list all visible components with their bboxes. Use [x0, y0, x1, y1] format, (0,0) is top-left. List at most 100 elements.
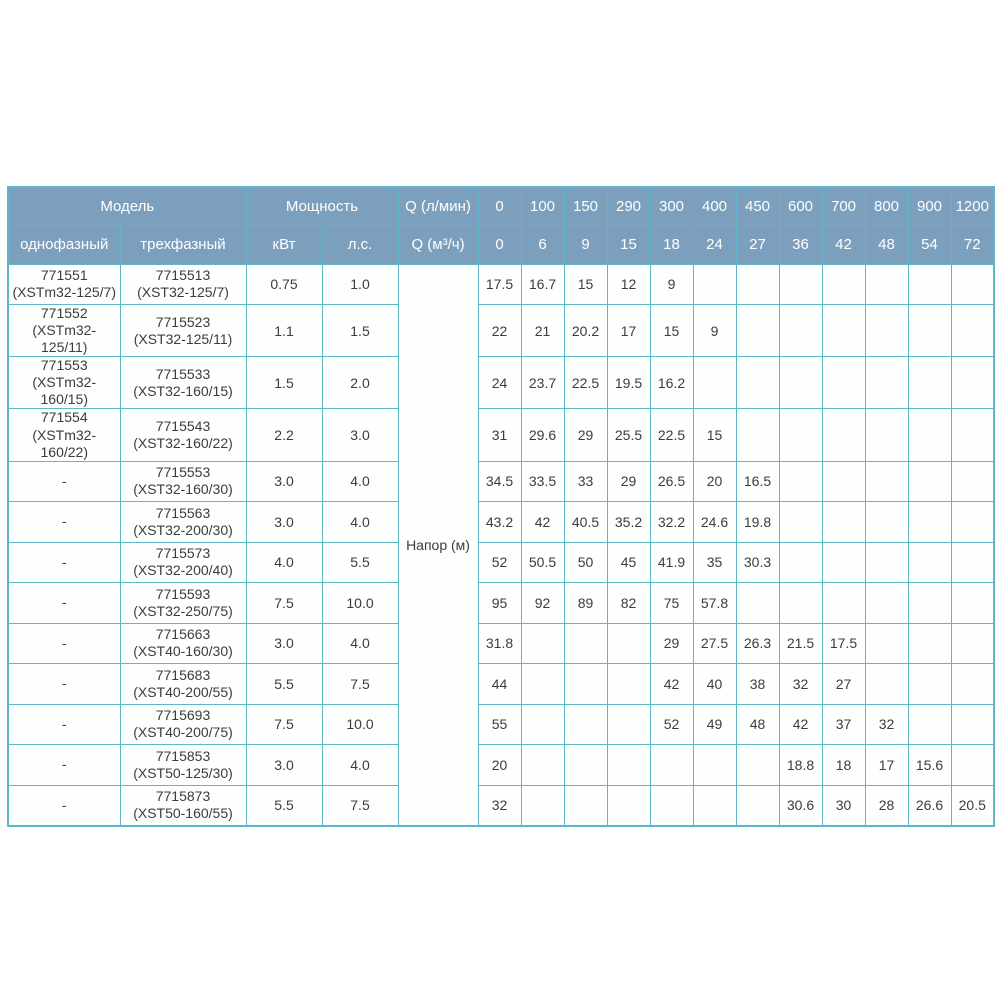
cell-head-value: 20 — [477, 744, 522, 786]
cell-head-value — [950, 541, 995, 584]
cell-head-value: 25.5 — [606, 408, 651, 462]
table-row: -7715563 (XST32-200/30) 3.0 4.0 43.2 42 40.5 3… — [7, 501, 995, 543]
table-row: -7715853 (XST50-125/30) 3.0 4.0 20 18.8 18 17 1… — [7, 744, 995, 786]
cell-head-value — [821, 582, 866, 624]
header-flow-value: 24 — [692, 224, 737, 265]
cell-head-value — [864, 303, 909, 358]
cell-single-phase-model: - — [7, 541, 121, 584]
cell-head-value — [606, 663, 651, 705]
cell-head-value — [907, 303, 952, 358]
cell-head-value — [778, 263, 823, 305]
cell-head-value: 22.5 — [563, 356, 608, 410]
cell-power-hp: 3.0 — [321, 408, 399, 462]
cell-head-value — [778, 541, 823, 584]
cell-single-phase-model: 771554 (XSTm32-160/22) — [7, 408, 121, 462]
cell-head-value: 50.5 — [520, 541, 565, 584]
cell-head-value: 17 — [606, 303, 651, 358]
cell-head-value: 20.5 — [950, 784, 995, 827]
cell-head-value — [950, 356, 995, 410]
cell-head-value: 44 — [477, 663, 522, 705]
cell-head-value: 45 — [606, 541, 651, 584]
cell-head-value: 27.5 — [692, 622, 737, 665]
cell-head-value — [950, 663, 995, 705]
header-single-phase: однофазный — [7, 224, 121, 265]
cell-three-phase-model: 7715853 (XST50-125/30) — [119, 744, 247, 786]
header-flow-value: 700 — [821, 186, 866, 226]
cell-three-phase-model: 7715533 (XST32-160/15) — [119, 356, 247, 410]
cell-head-value — [563, 663, 608, 705]
cell-single-phase-model: - — [7, 784, 121, 827]
cell-head-value — [864, 263, 909, 305]
cell-head-value — [606, 744, 651, 786]
cell-head-value: 21.5 — [778, 622, 823, 665]
cell-head-value: 9 — [692, 303, 737, 358]
header-flow-value: 450 — [735, 186, 780, 226]
cell-head-value: 20 — [692, 460, 737, 503]
header-flow-m3h-label: Q (м³/ч) — [397, 224, 479, 265]
cell-power-hp: 4.0 — [321, 460, 399, 503]
cell-head-value: 40 — [692, 663, 737, 705]
cell-head-value: 27 — [821, 663, 866, 705]
table-row: 771551 (XSTm32-125/7) 7715513 (XST32-125/… — [7, 263, 995, 827]
cell-head-value — [907, 622, 952, 665]
cell-head-value — [778, 460, 823, 503]
table-row: -7715873 (XST50-160/55) 5.5 7.5 32 30.6 30 28 2… — [7, 784, 995, 827]
cell-head-value: 26.5 — [649, 460, 694, 503]
header-flow-value: 0 — [477, 224, 522, 265]
cell-head-value — [907, 460, 952, 503]
cell-head-value: 42 — [520, 501, 565, 543]
table-body: 771551 (XSTm32-125/7) 7715513 (XST32-125/… — [7, 263, 995, 827]
cell-head-value: 37 — [821, 703, 866, 746]
table-row: 771553 (XSTm32-160/15) 7715533 (XST32-160… — [7, 356, 995, 410]
header-flow-value: 290 — [606, 186, 651, 226]
cell-head-value: 16.7 — [520, 263, 565, 305]
cell-power-hp: 7.5 — [321, 784, 399, 827]
cell-head-value — [864, 356, 909, 410]
cell-head-value: 29 — [563, 408, 608, 462]
cell-power-kw: 1.1 — [245, 303, 323, 358]
header-flow-value: 27 — [735, 224, 780, 265]
cell-power-kw: 0.75 — [245, 263, 323, 305]
cell-head-value: 42 — [778, 703, 823, 746]
cell-head-value — [864, 408, 909, 462]
cell-power-hp: 2.0 — [321, 356, 399, 410]
cell-power-kw: 7.5 — [245, 582, 323, 624]
cell-head-value — [778, 582, 823, 624]
cell-head-value: 17.5 — [477, 263, 522, 305]
cell-power-hp: 7.5 — [321, 663, 399, 705]
cell-power-hp: 4.0 — [321, 744, 399, 786]
header-flow-value: 600 — [778, 186, 823, 226]
cell-head-value: 32 — [864, 703, 909, 746]
cell-head-value — [692, 784, 737, 827]
cell-head-value: 30 — [821, 784, 866, 827]
header-flow-value: 900 — [907, 186, 952, 226]
cell-head-value — [864, 663, 909, 705]
cell-head-value: 55 — [477, 703, 522, 746]
cell-head-value: 12 — [606, 263, 651, 305]
cell-head-value: 33.5 — [520, 460, 565, 503]
cell-head-value — [821, 541, 866, 584]
cell-head-value — [950, 703, 995, 746]
cell-head-value — [735, 582, 780, 624]
cell-head-value: 22 — [477, 303, 522, 358]
header-row-1: Модель Мощность Q (л/мин) 0 100 150 290 … — [7, 186, 995, 226]
table-row: -7715593 (XST32-250/75) 7.5 10.0 95 92 89 82 75… — [7, 582, 995, 624]
cell-single-phase-model: - — [7, 622, 121, 665]
cell-head-value: 43.2 — [477, 501, 522, 543]
header-flow-value: 42 — [821, 224, 866, 265]
cell-head-value — [907, 263, 952, 305]
cell-power-kw: 7.5 — [245, 703, 323, 746]
cell-head-value — [735, 408, 780, 462]
cell-head-value — [778, 356, 823, 410]
cell-head-value: 82 — [606, 582, 651, 624]
table-row: -7715693 (XST40-200/75) 7.5 10.0 55 52 49 48 42… — [7, 703, 995, 746]
cell-head-value: 95 — [477, 582, 522, 624]
cell-head-value: 18 — [821, 744, 866, 786]
cell-head-value: 17.5 — [821, 622, 866, 665]
header-flow-value: 1200 — [950, 186, 995, 226]
header-flow-lmin-label: Q (л/мин) — [397, 186, 479, 226]
cell-head-value — [907, 541, 952, 584]
cell-head-value: 15 — [563, 263, 608, 305]
header-model: Модель — [7, 186, 247, 226]
